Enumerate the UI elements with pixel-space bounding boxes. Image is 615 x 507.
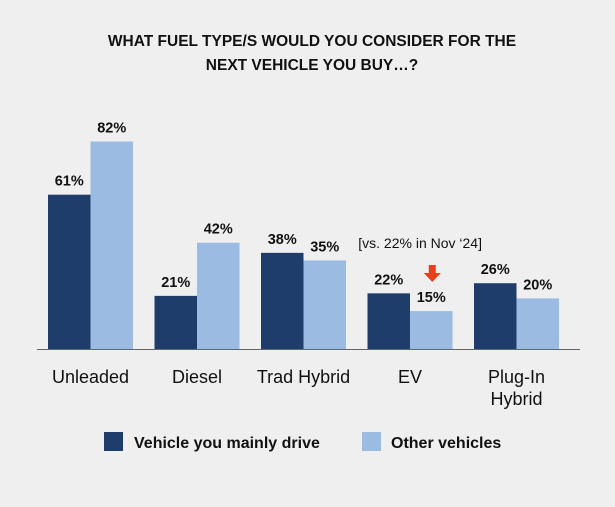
x-tick-label-ev: EV [398,367,422,387]
bar-trad-hybrid-other-vehicles [303,260,346,349]
bar-diesel-vehicle-you-mainly-drive [154,295,197,349]
annotation-text: [vs. 22% in Nov ‘24] [358,235,482,251]
data-label-trad-hybrid-other-vehicles: 35% [310,239,339,255]
legend-swatch-other-vehicles [362,432,381,451]
data-label-plug-in-hybrid-vehicle-you-mainly-drive: 26% [481,262,510,278]
data-label-unleaded-vehicle-you-mainly-drive: 61% [55,174,84,190]
data-label-ev-vehicle-you-mainly-drive: 22% [374,272,403,288]
data-label-trad-hybrid-vehicle-you-mainly-drive: 38% [268,232,297,248]
data-label-plug-in-hybrid-other-vehicles: 20% [523,277,552,293]
bar-trad-hybrid-vehicle-you-mainly-drive [261,252,304,349]
x-tick-label-plug-in-hybrid-line-1: Plug-In [488,367,545,387]
bar-ev-other-vehicles [410,311,453,349]
chart-title-line-1: WHAT FUEL TYPE/S WOULD YOU CONSIDER FOR … [108,33,516,50]
data-label-diesel-other-vehicles: 42% [204,222,233,238]
x-tick-label-plug-in-hybrid-line-2: Hybrid [490,389,542,409]
x-tick-label-trad-hybrid: Trad Hybrid [257,367,350,387]
bar-plug-in-hybrid-vehicle-you-mainly-drive [474,283,517,349]
x-tick-label-unleaded: Unleaded [52,367,129,387]
legend-swatch-vehicle-you-mainly-drive [104,432,123,451]
bar-plug-in-hybrid-other-vehicles [516,298,559,349]
bar-diesel-other-vehicles [197,242,240,349]
legend-label-other-vehicles: Other vehicles [391,435,501,452]
data-label-diesel-vehicle-you-mainly-drive: 21% [161,275,190,291]
plot-area: 61% 82% Unleaded 21% 42% Diesel 38% 35% Trad Hyb… [48,121,559,409]
data-label-ev-other-vehicles: 15% [417,290,446,306]
bar-unleaded-other-vehicles [90,141,133,349]
bar-unleaded-vehicle-you-mainly-drive [48,194,91,349]
legend-label-vehicle-you-mainly-drive: Vehicle you mainly drive [134,435,320,452]
chart-title-line-2: NEXT VEHICLE YOU BUY…? [206,57,418,74]
legend: Vehicle you mainly drive Other vehicles [104,432,501,452]
x-tick-label-diesel: Diesel [172,367,222,387]
data-label-unleaded-other-vehicles: 82% [97,121,126,137]
down-arrow-icon [423,265,441,282]
bar-ev-vehicle-you-mainly-drive [367,293,410,349]
